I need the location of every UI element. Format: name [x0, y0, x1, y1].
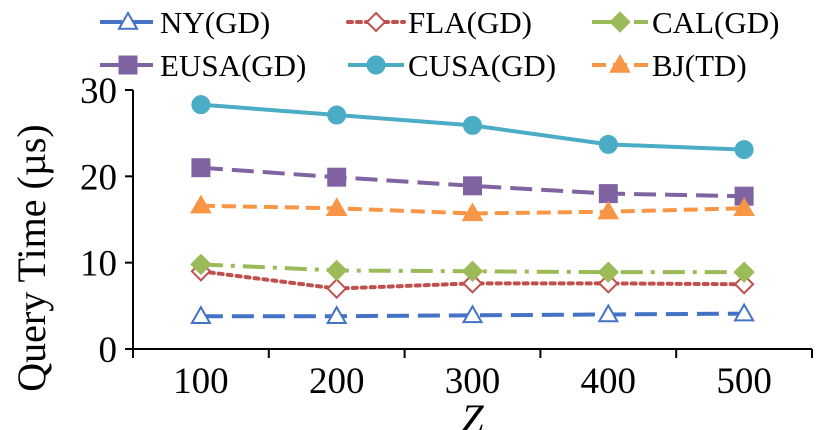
- y-tick-label: 20: [80, 157, 117, 198]
- legend-item: CAL(GD): [592, 5, 779, 40]
- data-point: [327, 167, 347, 187]
- data-point: [190, 253, 212, 276]
- series-bj-td: [190, 194, 755, 222]
- legend-item: BJ(TD): [592, 48, 747, 83]
- legend-label: CUSA(GD): [408, 48, 556, 83]
- legend-label: CAL(GD): [652, 5, 779, 40]
- data-point: [733, 273, 755, 295]
- x-axis-title: Z: [461, 396, 484, 430]
- data-point: [598, 184, 618, 204]
- legend-marker: [365, 11, 387, 33]
- legend: NY(GD) FLA(GD) CAL(GD) EUSA(GD) CUSA(GD) BJ(T…: [100, 5, 779, 83]
- data-point: [733, 261, 755, 283]
- legend-marker: [609, 54, 631, 73]
- data-point: [597, 200, 620, 220]
- legend-marker: [609, 11, 631, 33]
- legend-item: NY(GD): [100, 5, 270, 40]
- data-point: [461, 260, 484, 283]
- data-point: [463, 115, 482, 135]
- x-tick-label: 200: [309, 361, 365, 402]
- series-layer: [190, 95, 755, 324]
- legend-marker: [366, 55, 386, 75]
- legend-marker: [118, 55, 138, 75]
- legend-label: BJ(TD): [652, 48, 747, 83]
- data-point: [463, 176, 482, 196]
- legend-label: NY(GD): [160, 5, 270, 40]
- data-point: [461, 304, 484, 324]
- data-point: [733, 302, 755, 322]
- series-line: [200, 311, 745, 319]
- data-point: [597, 261, 620, 283]
- data-point: [598, 134, 618, 154]
- x-tick-label: 100: [173, 361, 229, 402]
- series-eusa-gd: [191, 158, 754, 206]
- data-point: [597, 272, 619, 294]
- data-point: [190, 194, 212, 214]
- y-tick-label: 10: [80, 244, 117, 285]
- x-ticks: 100 200 300 400 500: [132, 349, 813, 402]
- series-line: [200, 203, 745, 216]
- data-point: [326, 278, 348, 299]
- data-point: [597, 303, 620, 323]
- x-tick-label: 300: [445, 361, 501, 402]
- data-point: [325, 197, 348, 216]
- data-point: [734, 140, 754, 160]
- data-point: [461, 202, 484, 222]
- series-ny-gd: [190, 302, 755, 324]
- y-axis-title: Query Time (µs): [9, 124, 54, 392]
- series-line: [200, 165, 745, 199]
- series-cusa-gd: [191, 95, 754, 160]
- y-tick-label: 30: [80, 71, 117, 112]
- data-point: [462, 272, 483, 294]
- series-cal-gd: [190, 253, 755, 283]
- data-point: [733, 197, 755, 216]
- legend-item: CUSA(GD): [348, 48, 556, 83]
- legend-label: FLA(GD): [408, 5, 532, 40]
- legend-item: FLA(GD): [346, 5, 532, 40]
- data-point: [327, 105, 347, 125]
- legend-marker: [117, 10, 139, 30]
- y-tick-label: 0: [99, 330, 118, 371]
- x-tick-label: 400: [581, 361, 637, 402]
- legend-item: EUSA(GD): [100, 48, 306, 83]
- y-ticks: 0 10 20 30: [80, 71, 133, 371]
- legend-label: EUSA(GD): [160, 48, 306, 83]
- data-point: [325, 305, 348, 324]
- data-point: [325, 259, 348, 282]
- data-point: [190, 305, 212, 324]
- data-point: [191, 95, 211, 115]
- x-tick-label: 500: [716, 361, 772, 402]
- axes: [132, 90, 812, 350]
- data-point: [191, 158, 211, 178]
